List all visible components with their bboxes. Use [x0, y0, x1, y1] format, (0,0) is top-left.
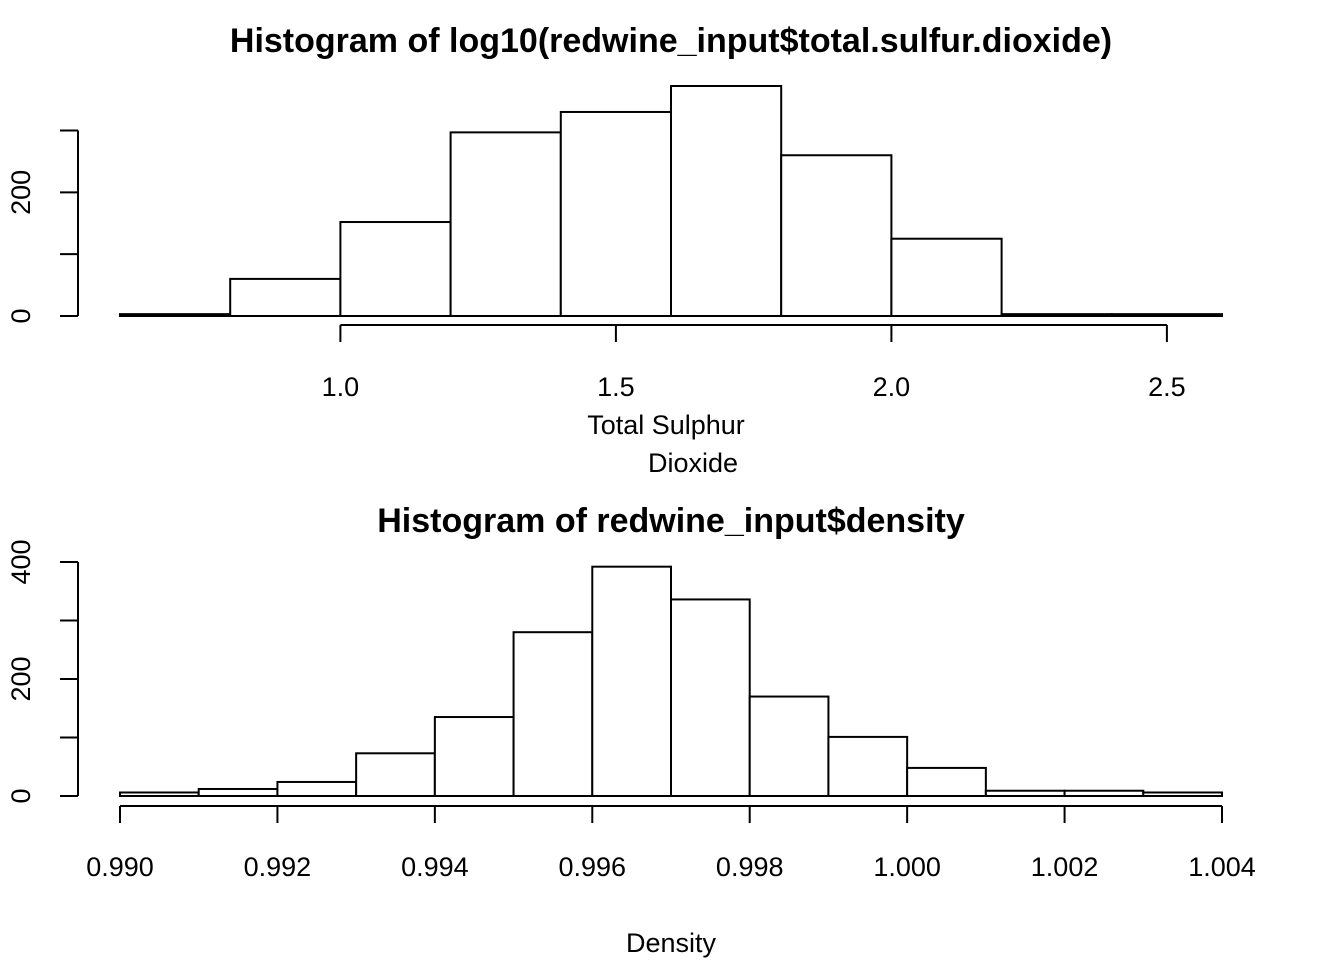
histogram-bar: [780, 154, 893, 317]
y-axis: 0 200 400: [6, 539, 79, 804]
y-axis: 0 200: [6, 129, 79, 324]
histogram-bar: [1142, 791, 1224, 797]
y-tick-label: 200: [6, 170, 36, 215]
chart-title: Histogram of log10(redwine_input$total.s…: [230, 22, 1112, 60]
histogram-bar: [119, 791, 200, 797]
x-tick-label: 0.998: [716, 852, 784, 882]
histogram-bar: [1063, 789, 1145, 797]
histogram-bar: [229, 277, 342, 318]
x-tick-label: 1.000: [873, 852, 941, 882]
chart-title: Histogram of redwine_input$density: [377, 502, 965, 540]
x-tick-label: 2.5: [1148, 372, 1186, 402]
x-tick-label: 1.5: [597, 372, 635, 402]
histogram-bar: [748, 695, 830, 797]
x-tick-label: 2.0: [873, 372, 911, 402]
histogram-bar: [197, 787, 279, 797]
y-tick-label: 400: [6, 539, 36, 584]
x-tick-label: 1.004: [1188, 852, 1256, 882]
histogram-bar: [1110, 313, 1224, 318]
y-tick-label: 0: [6, 788, 36, 803]
histogram-bar: [339, 221, 452, 317]
histogram-bar: [1000, 313, 1113, 318]
histogram-bar: [591, 565, 672, 797]
histogram-bar: [670, 598, 751, 797]
x-tick-label: 0.994: [401, 852, 469, 882]
x-tick-label: 0.992: [244, 852, 312, 882]
y-tick-label: 200: [6, 656, 36, 701]
histogram-bar: [512, 631, 594, 798]
x-axis: 1.0 1.5 2.0 2.5: [322, 324, 1186, 402]
x-axis-label-line-2: Dioxide: [648, 448, 738, 478]
x-axis-label: Density: [626, 928, 717, 958]
histogram-bar: [906, 766, 987, 797]
histogram-bar: [559, 110, 672, 317]
histogram-bar: [355, 752, 436, 797]
histogram-bar: [827, 735, 909, 797]
histogram-bar: [670, 85, 783, 317]
histogram-bar: [449, 131, 562, 317]
y-tick-label: 0: [6, 308, 36, 323]
x-axis-label-line-1: Total Sulphur: [587, 410, 745, 440]
bars-group: [119, 565, 1224, 798]
x-axis: 0.990 0.992 0.994 0.996 0.998 1.000 1.002 1.004: [86, 805, 1256, 882]
x-tick-label: 0.996: [558, 852, 626, 882]
x-tick-label: 0.990: [86, 852, 154, 882]
histogram-panel-density: Histogram of redwine_input$density 0.990…: [6, 502, 1256, 958]
histogram-bar: [119, 313, 232, 318]
x-tick-label: 1.0: [322, 372, 360, 402]
histogram-bar: [276, 780, 358, 798]
bars-group: [119, 85, 1224, 318]
histogram-bar: [433, 716, 515, 798]
histogram-panel-sulfur: Histogram of log10(redwine_input$total.s…: [6, 22, 1224, 478]
x-tick-label: 1.002: [1031, 852, 1099, 882]
histogram-bar: [890, 237, 1003, 317]
histogram-bar: [984, 789, 1066, 797]
